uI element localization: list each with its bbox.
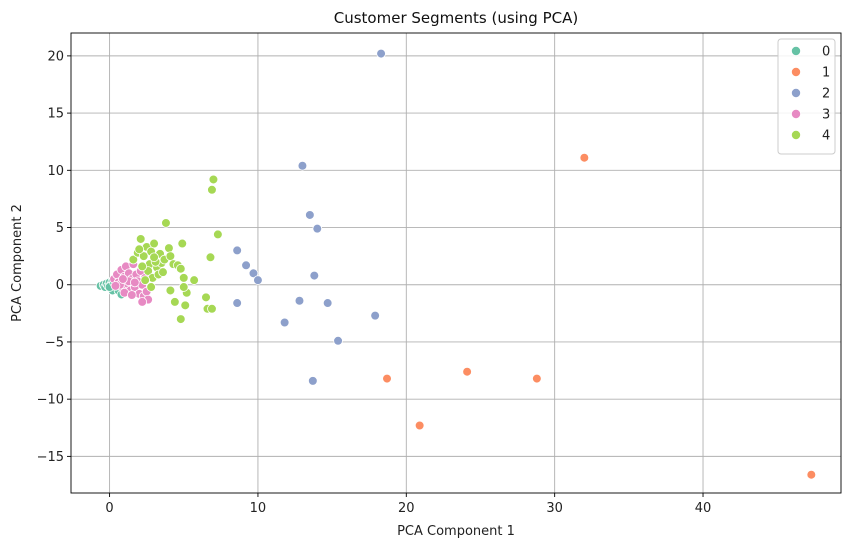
- data-point-cluster-2: [312, 223, 323, 234]
- data-point-cluster-4: [146, 282, 156, 292]
- data-point-cluster-4: [158, 267, 168, 277]
- data-point-cluster-4: [201, 292, 211, 303]
- x-axis-title: PCA Component 1: [397, 524, 515, 539]
- data-point-cluster-1: [532, 373, 542, 384]
- data-point-cluster-1: [579, 152, 590, 163]
- data-point-cluster-4: [149, 238, 159, 249]
- legend-box: [777, 38, 836, 155]
- axis-ticks: 0 10 20 30 40 −15 −10 −5 0 5 10 15 20: [37, 49, 712, 516]
- plot-frame: [70, 32, 842, 494]
- data-point-cluster-4: [178, 273, 189, 283]
- chart-title: Customer Segments (using PCA): [334, 9, 578, 27]
- data-point-cluster-4: [128, 254, 139, 265]
- data-point-cluster-2: [333, 336, 343, 346]
- data-point-cluster-4: [180, 300, 191, 311]
- data-point-cluster-4: [164, 243, 174, 253]
- y-tick-label: −10: [37, 393, 64, 408]
- data-point-cluster-2: [232, 245, 242, 256]
- data-point-cluster-4: [177, 238, 188, 249]
- data-point-cluster-2: [248, 268, 259, 279]
- y-axis-title: PCA Component 2: [10, 204, 25, 322]
- data-point-cluster-4: [149, 252, 159, 263]
- x-tick-label: 40: [695, 501, 712, 516]
- data-point-cluster-4: [208, 174, 219, 185]
- data-point-cluster-3: [110, 281, 121, 291]
- data-point-cluster-2: [253, 275, 263, 285]
- grid: [71, 33, 841, 493]
- data-point-cluster-4: [189, 275, 199, 285]
- y-tick-label: 5: [56, 221, 64, 236]
- data-point-cluster-4: [137, 261, 148, 272]
- data-point-cluster-4: [207, 184, 217, 195]
- data-point-cluster-1: [806, 469, 817, 480]
- x-tick-label: 10: [250, 501, 267, 516]
- data-point-cluster-3: [118, 274, 128, 284]
- data-point-cluster-4: [205, 252, 216, 263]
- data-point-cluster-2: [241, 260, 251, 271]
- data-point-cluster-4: [165, 285, 176, 296]
- data-points: [95, 48, 817, 480]
- legend-label-1: 1: [822, 66, 830, 81]
- legend-marker-2: [791, 88, 802, 99]
- legend: 0 1 2 3 4: [777, 38, 836, 155]
- x-tick-label: 0: [105, 501, 113, 516]
- legend-label-2: 2: [822, 87, 830, 102]
- data-point-cluster-2: [308, 376, 318, 386]
- data-point-cluster-2: [294, 295, 305, 306]
- data-point-cluster-2: [370, 310, 380, 321]
- data-point-cluster-2: [279, 317, 290, 328]
- legend-label-0: 0: [822, 45, 830, 60]
- data-point-cluster-4: [207, 303, 217, 314]
- x-tick-label: 20: [398, 501, 415, 516]
- data-point-cluster-4: [178, 282, 189, 292]
- legend-marker-1: [791, 67, 802, 78]
- data-point-cluster-4: [175, 263, 186, 274]
- data-point-cluster-1: [414, 420, 425, 431]
- data-point-cluster-4: [138, 251, 149, 261]
- data-point-cluster-2: [305, 210, 315, 220]
- data-point-cluster-4: [213, 229, 223, 240]
- data-point-cluster-2: [297, 160, 308, 171]
- data-point-cluster-1: [462, 366, 472, 377]
- data-point-cluster-3: [137, 297, 148, 307]
- legend-marker-4: [791, 129, 802, 140]
- data-point-cluster-4: [161, 218, 171, 228]
- x-tick-label: 30: [546, 501, 563, 516]
- data-point-cluster-3: [129, 277, 140, 288]
- data-point-cluster-4: [135, 234, 146, 244]
- data-point-cluster-4: [165, 251, 176, 261]
- y-tick-label: 0: [56, 278, 64, 293]
- legend-marker-3: [791, 109, 802, 120]
- legend-label-3: 3: [822, 108, 830, 123]
- data-point-cluster-4: [170, 297, 180, 307]
- legend-marker-0: [791, 46, 802, 57]
- y-tick-label: −5: [45, 335, 64, 350]
- data-point-cluster-3: [127, 290, 137, 300]
- data-point-cluster-4: [134, 244, 145, 255]
- data-point-cluster-4: [175, 314, 186, 324]
- data-point-cluster-2: [322, 298, 333, 308]
- data-point-cluster-2: [232, 298, 242, 308]
- data-point-cluster-2: [376, 48, 386, 59]
- legend-label-4: 4: [822, 129, 830, 144]
- data-point-cluster-2: [309, 270, 320, 281]
- y-tick-label: −15: [37, 450, 64, 465]
- data-point-cluster-1: [382, 373, 392, 384]
- y-tick-label: 20: [47, 49, 64, 64]
- data-point-cluster-4: [140, 275, 150, 285]
- y-tick-label: 10: [47, 164, 64, 179]
- y-tick-label: 15: [47, 107, 64, 122]
